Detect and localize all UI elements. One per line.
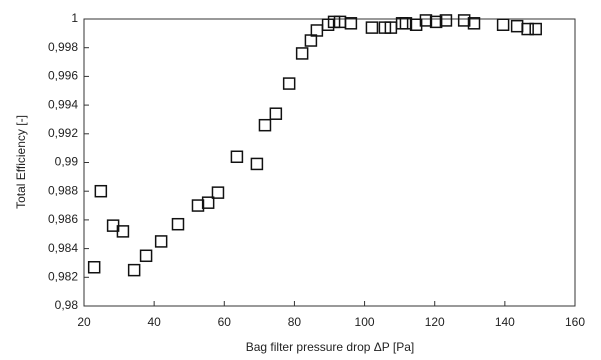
- x-tick-label: 20: [77, 315, 91, 329]
- plot-frame: [83, 18, 576, 307]
- y-tick-label: 0,988: [48, 183, 78, 197]
- marker: [211, 186, 225, 199]
- y-tick-label: 0,996: [48, 69, 78, 83]
- x-axis-title: Bag filter pressure drop ΔP [Pa]: [246, 340, 415, 354]
- marker: [429, 15, 443, 29]
- marker: [399, 17, 413, 30]
- marker: [344, 17, 358, 30]
- marker: [521, 22, 534, 36]
- marker: [409, 18, 423, 31]
- marker: [230, 150, 244, 164]
- marker: [439, 14, 453, 27]
- marker: [365, 21, 379, 34]
- marker: [94, 184, 108, 198]
- marker: [171, 217, 185, 231]
- marker: [201, 196, 215, 209]
- y-tick-label: 0,98: [55, 298, 79, 312]
- marker: [510, 19, 524, 33]
- y-tick-label: 0,998: [48, 40, 78, 54]
- y-tick-label: 0,986: [48, 212, 78, 226]
- marker: [457, 14, 471, 27]
- marker: [154, 235, 168, 248]
- marker: [282, 77, 296, 90]
- marker: [269, 107, 283, 120]
- x-tick-label: 80: [288, 315, 302, 329]
- marker: [258, 118, 272, 132]
- marker: [250, 157, 264, 171]
- x-tick-label: 140: [495, 315, 515, 329]
- marker: [191, 199, 205, 212]
- y-axis-title: Total Efficiency [-]: [14, 115, 28, 209]
- marker: [139, 249, 153, 263]
- marker: [116, 225, 130, 238]
- y-tick-label: 0,994: [48, 97, 78, 111]
- marker: [467, 17, 481, 30]
- marker: [419, 14, 433, 27]
- y-tick-label: 0,99: [55, 155, 79, 169]
- y-tick-label: 0,992: [48, 126, 78, 140]
- x-tick-label: 60: [218, 315, 232, 329]
- marker: [127, 263, 141, 277]
- y-tick-label: 0,982: [48, 269, 78, 283]
- marker: [87, 261, 101, 274]
- marker: [295, 47, 309, 60]
- marker: [496, 18, 510, 31]
- x-tick-label: 100: [355, 315, 375, 329]
- x-tick-label: 160: [565, 315, 585, 329]
- y-tick-label: 0,984: [48, 241, 78, 255]
- marker: [529, 22, 542, 36]
- y-tick-label: 1: [71, 11, 78, 25]
- x-tick-label: 120: [425, 315, 445, 329]
- x-tick-label: 40: [147, 315, 161, 329]
